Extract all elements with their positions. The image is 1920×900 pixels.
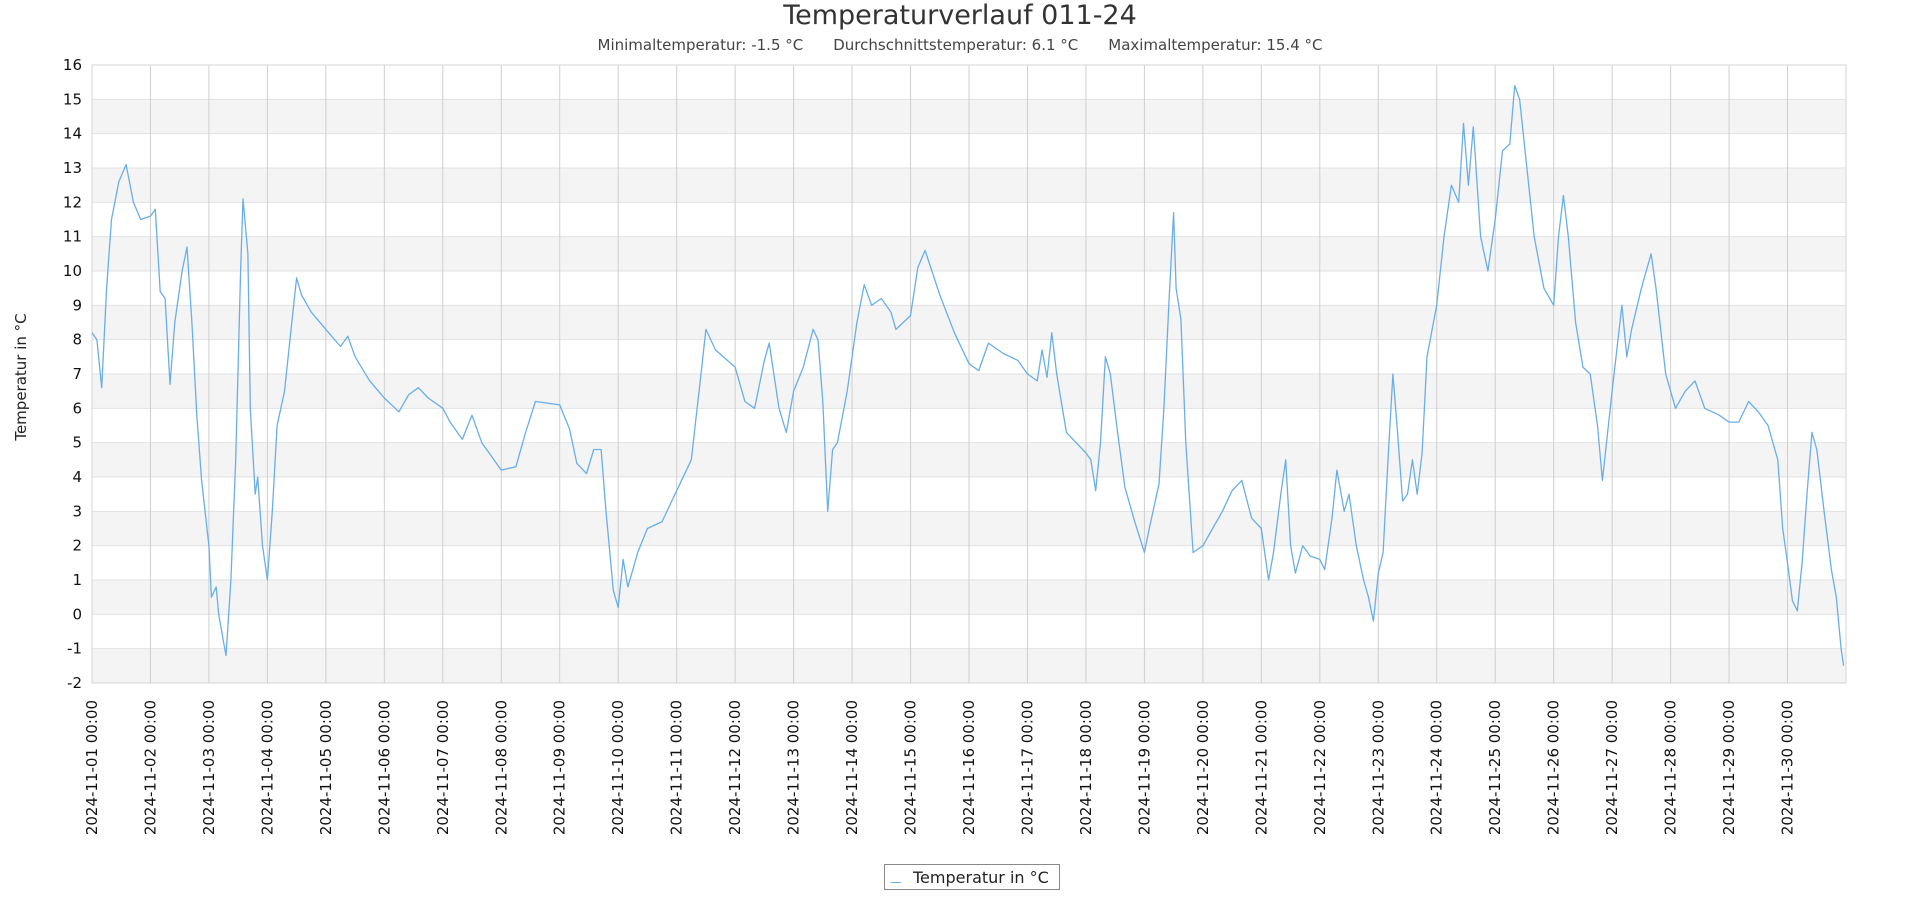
stats-row: Minimaltemperatur: -1.5 °C Durchschnittst… [0,36,1920,54]
y-tick-label: 1 [72,571,82,589]
x-tick-label: 2024-11-10 00:00 [609,700,627,835]
legend-swatch [891,881,901,883]
x-tick-label: 2024-11-29 00:00 [1720,700,1738,835]
y-axis-label: Temperatur in °C [12,313,30,441]
y-tick-label: 10 [63,262,82,280]
x-tick-label: 2024-11-19 00:00 [1135,700,1153,835]
x-tick-label: 2024-11-07 00:00 [434,700,452,835]
y-tick-label: 13 [63,159,82,177]
vertical-grid [91,65,1789,683]
y-tick-label: 9 [72,296,82,314]
temperature-series-line [91,84,1845,666]
x-tick-label: 2024-11-15 00:00 [902,700,920,835]
x-tick-label: 2024-11-12 00:00 [726,700,744,835]
x-tick-label: 2024-11-21 00:00 [1252,700,1270,835]
x-axis: 2024-11-01 00:00 2024-11-02 00:00 2024-11-… [83,700,1797,835]
y-tick-label: 3 [72,502,82,520]
y-tick-label: 15 [63,90,82,108]
y-tick-label: 7 [72,365,82,383]
legend: Temperatur in °C [884,864,1060,890]
x-tick-label: 2024-11-24 00:00 [1428,700,1446,835]
y-tick-label: 8 [72,331,82,349]
y-tick-label: 6 [72,399,82,417]
x-tick-label: 2024-11-28 00:00 [1662,700,1680,835]
plot-frame [91,64,1847,684]
y-tick-label: 11 [63,228,82,246]
y-tick-label: -1 [67,640,82,658]
series-group [91,84,1845,666]
x-tick-label: 2024-11-06 00:00 [375,700,393,835]
x-tick-label: 2024-11-08 00:00 [492,700,510,835]
x-tick-label: 2024-11-03 00:00 [200,700,218,835]
y-tick-label: -2 [67,674,82,692]
x-tick-label: 2024-11-16 00:00 [960,700,978,835]
min-temperature-label: Minimaltemperatur: -1.5 °C [597,36,804,54]
x-tick-label: 2024-11-04 00:00 [258,700,276,835]
x-tick-label: 2024-11-05 00:00 [317,700,335,835]
max-temperature-label: Maximaltemperatur: 15.4 °C [1108,36,1323,54]
x-tick-label: 2024-11-02 00:00 [141,700,159,835]
x-tick-label: 2024-11-11 00:00 [668,700,686,835]
x-tick-label: 2024-11-01 00:00 [83,700,101,835]
x-tick-label: 2024-11-17 00:00 [1018,700,1036,835]
y-tick-label: 14 [63,125,82,143]
y-tick-label: 2 [72,537,82,555]
legend-label: Temperatur in °C [913,867,1049,887]
x-tick-label: 2024-11-13 00:00 [785,700,803,835]
x-tick-label: 2024-11-18 00:00 [1077,700,1095,835]
y-tick-label: 5 [72,434,82,452]
x-tick-label: 2024-11-22 00:00 [1311,700,1329,835]
chart-title: Temperaturverlauf 011-24 [783,0,1137,31]
y-tick-label: 0 [72,605,82,623]
x-tick-label: 2024-11-14 00:00 [843,700,861,835]
x-tick-label: 2024-11-23 00:00 [1369,700,1387,835]
avg-temperature-label: Durchschnittstemperatur: 6.1 °C [833,36,1079,54]
y-tick-label: 4 [72,468,82,486]
x-tick-label: 2024-11-26 00:00 [1545,700,1563,835]
x-tick-label: 2024-11-09 00:00 [551,700,569,835]
x-tick-label: 2024-11-25 00:00 [1486,700,1504,835]
x-tick-label: 2024-11-20 00:00 [1194,700,1212,835]
y-tick-label: 16 [63,56,82,74]
x-tick-label: 2024-11-27 00:00 [1603,700,1621,835]
x-tick-label: 2024-11-30 00:00 [1779,700,1797,835]
y-tick-label: 12 [63,193,82,211]
